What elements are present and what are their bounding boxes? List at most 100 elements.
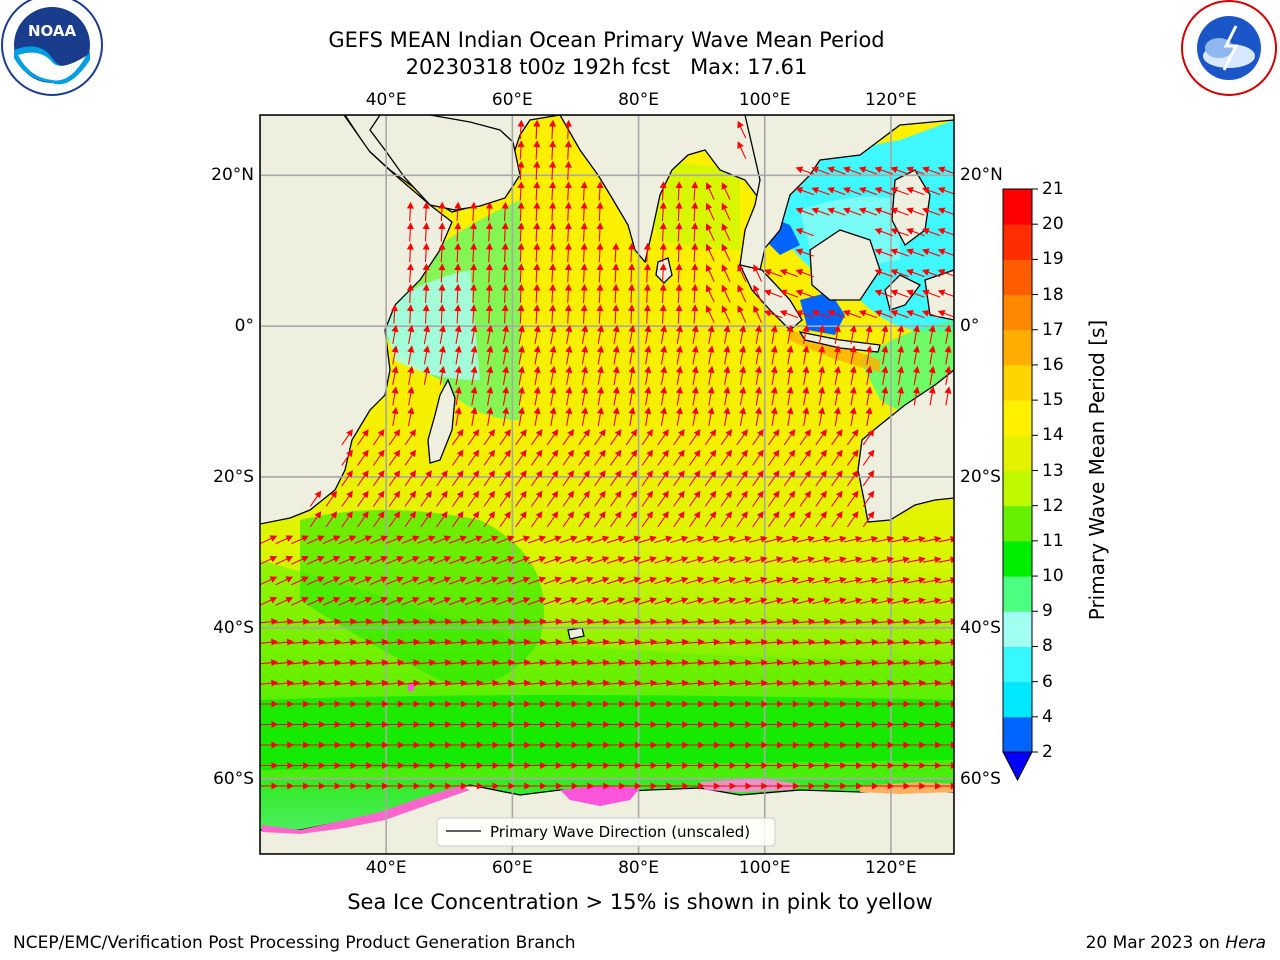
wave-arrow — [780, 782, 800, 790]
wave-arrow — [890, 289, 909, 298]
wave-arrow — [511, 679, 531, 687]
wave-arrow — [625, 449, 638, 466]
wave-arrow — [451, 429, 464, 446]
wave-arrow — [549, 324, 557, 344]
colorbar-segment — [1003, 329, 1032, 366]
wave-arrow — [644, 324, 652, 344]
wave-arrow — [543, 761, 563, 770]
wave-arrow — [685, 700, 705, 708]
colorbar-tick-label: 13 — [1042, 460, 1064, 481]
wave-arrow — [574, 659, 595, 667]
wave-arrow — [717, 638, 737, 646]
wave-arrow — [511, 638, 531, 646]
wave-arrow — [275, 596, 294, 606]
wave-arrow — [644, 345, 652, 365]
wave-arrow — [274, 679, 294, 687]
wave-arrow — [546, 449, 559, 466]
wave-arrow — [796, 679, 816, 687]
wave-arrow — [612, 283, 620, 304]
wave-arrow — [454, 365, 462, 385]
wave-arrow — [432, 720, 452, 729]
wave-arrow — [849, 365, 857, 385]
wave-arrow — [606, 761, 626, 770]
wave-arrow — [420, 470, 432, 487]
wave-arrow — [388, 429, 401, 446]
wave-arrow — [669, 741, 689, 749]
wave-arrow — [659, 201, 667, 222]
wave-arrow — [764, 576, 784, 584]
wave-arrow — [543, 576, 563, 585]
wave-arrow — [736, 511, 748, 528]
wave-arrow — [764, 741, 784, 749]
wave-arrow — [369, 741, 389, 749]
colorbar-segment — [1003, 716, 1032, 753]
wave-arrow — [843, 679, 863, 687]
wave-arrow — [701, 597, 721, 605]
wave-arrow — [338, 576, 357, 586]
wave-arrow — [432, 700, 452, 708]
wave-arrow — [780, 659, 800, 667]
wave-arrow — [770, 365, 778, 385]
wave-arrow — [549, 222, 557, 242]
wave-arrow — [622, 597, 642, 605]
wave-arrow — [515, 490, 527, 507]
wave-arrow — [831, 429, 843, 446]
wave-arrow — [922, 741, 942, 749]
wave-arrow — [391, 406, 399, 426]
wave-arrow — [628, 304, 636, 324]
wave-arrow — [416, 679, 437, 687]
wave-arrow — [764, 659, 784, 667]
wave-arrow — [391, 304, 399, 324]
wave-arrow — [736, 429, 748, 446]
wave-arrow — [748, 638, 768, 646]
wave-arrow — [865, 345, 873, 365]
wave-arrow — [707, 386, 715, 406]
wave-arrow — [407, 324, 415, 344]
wave-arrow — [786, 345, 794, 365]
wave-arrow — [796, 659, 816, 667]
wave-arrow — [643, 283, 651, 304]
wave-arrow — [575, 720, 595, 729]
wave-arrow — [559, 556, 578, 564]
wave-arrow — [723, 386, 731, 406]
wave-arrow — [404, 470, 417, 487]
wave-arrow — [874, 187, 893, 196]
wave-arrow — [401, 720, 421, 729]
wave-arrow — [906, 289, 925, 298]
wave-arrow — [290, 618, 310, 626]
wave-arrow — [337, 618, 358, 626]
wave-arrow — [827, 310, 846, 319]
wave-direction-arrows — [260, 119, 954, 790]
wave-arrow — [401, 679, 421, 687]
wave-arrow — [512, 576, 531, 585]
wave-arrow — [659, 263, 667, 283]
wave-arrow — [575, 782, 595, 790]
wave-arrow — [859, 782, 879, 790]
wave-arrow — [464, 556, 483, 565]
wave-arrow — [795, 187, 814, 196]
wave-arrow — [764, 556, 784, 564]
wave-arrow — [675, 304, 683, 324]
wave-arrow — [843, 576, 863, 584]
wave-arrow — [432, 679, 452, 687]
wave-arrow — [496, 576, 515, 585]
wave-arrow — [628, 242, 636, 263]
wave-arrow — [752, 511, 764, 528]
wave-arrow — [641, 470, 654, 487]
wave-arrow — [858, 207, 878, 216]
wave-arrow — [737, 305, 747, 323]
wave-arrow — [799, 470, 812, 487]
wave-arrow — [417, 535, 436, 544]
wave-arrow — [609, 429, 622, 446]
wave-arrow — [763, 310, 783, 319]
wave-arrow — [831, 470, 843, 487]
wave-arrow — [802, 386, 810, 406]
wave-arrow — [770, 324, 778, 344]
wave-arrow — [470, 283, 478, 304]
wave-arrow — [865, 365, 873, 385]
wave-arrow — [739, 365, 747, 385]
map-title: GEFS MEAN Indian Ocean Primary Wave Mean… — [328, 28, 885, 52]
wave-arrow — [290, 741, 310, 749]
wave-arrow — [527, 720, 547, 729]
wave-arrow — [275, 535, 294, 545]
